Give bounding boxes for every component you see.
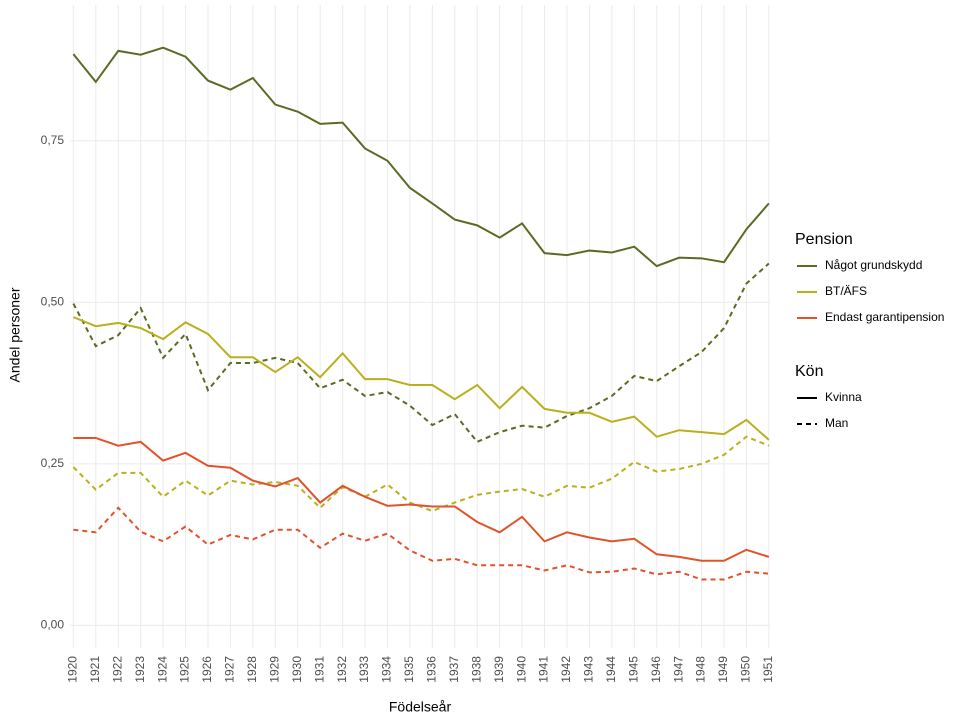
legend-label: Man <box>825 416 848 430</box>
x-tick-label: 1942 <box>559 656 573 683</box>
x-tick-label: 1930 <box>290 656 304 683</box>
x-tick-label: 1949 <box>716 656 730 683</box>
x-tick-label: 1923 <box>133 656 147 683</box>
x-tick-label: 1927 <box>223 656 237 683</box>
x-tick-label: 1940 <box>514 656 528 683</box>
x-tick-label: 1933 <box>357 656 371 683</box>
x-tick-label: 1931 <box>312 656 326 683</box>
x-tick-label: 1925 <box>178 656 192 683</box>
x-tick-label: 1924 <box>155 656 169 683</box>
legend-label: BT/ÄFS <box>825 284 867 298</box>
x-tick-label: 1945 <box>626 656 640 683</box>
x-tick-label: 1946 <box>649 656 663 683</box>
legend-label: Något grundskydd <box>825 258 922 272</box>
legend-label: Endast garantipension <box>825 310 944 324</box>
legend-title: Kön <box>795 363 823 380</box>
x-tick-label: 1944 <box>604 656 618 683</box>
x-tick-label: 1929 <box>267 656 281 683</box>
series-line <box>72 435 770 513</box>
series-line <box>72 46 770 268</box>
x-tick-label: 1941 <box>537 656 551 683</box>
x-tick-label: 1921 <box>88 656 102 683</box>
x-axis-title: Födelseår <box>389 699 452 715</box>
x-tick-label: 1937 <box>447 656 461 683</box>
series-line <box>73 506 769 581</box>
legend-label: Kvinna <box>825 390 862 404</box>
y-tick-label: 0,50 <box>41 294 65 308</box>
y-tick-label: 0,25 <box>41 456 65 470</box>
x-tick-label: 1932 <box>335 656 349 683</box>
x-tick-label: 1934 <box>380 656 394 683</box>
x-tick-label: 1920 <box>66 656 80 683</box>
x-tick-label: 1947 <box>671 656 685 683</box>
x-tick-label: 1950 <box>739 656 753 683</box>
x-tick-label: 1936 <box>425 656 439 683</box>
x-tick-label: 1939 <box>492 656 506 683</box>
series-line <box>72 316 770 441</box>
x-tick-label: 1926 <box>200 656 214 683</box>
x-tick-label: 1935 <box>402 656 416 683</box>
x-tick-label: 1938 <box>469 656 483 683</box>
x-tick-label: 1943 <box>582 656 596 683</box>
y-axis-title: Andel personer <box>7 287 23 382</box>
x-tick-label: 1948 <box>694 656 708 683</box>
y-tick-label: 0,75 <box>41 133 65 147</box>
legend-title: Pension <box>795 231 853 248</box>
x-tick-label: 1951 <box>761 656 775 683</box>
x-tick-label: 1928 <box>245 656 259 683</box>
series-line <box>73 436 770 562</box>
x-tick-label: 1922 <box>110 656 124 683</box>
y-tick-label: 0,00 <box>41 618 65 632</box>
series-line <box>72 262 770 444</box>
